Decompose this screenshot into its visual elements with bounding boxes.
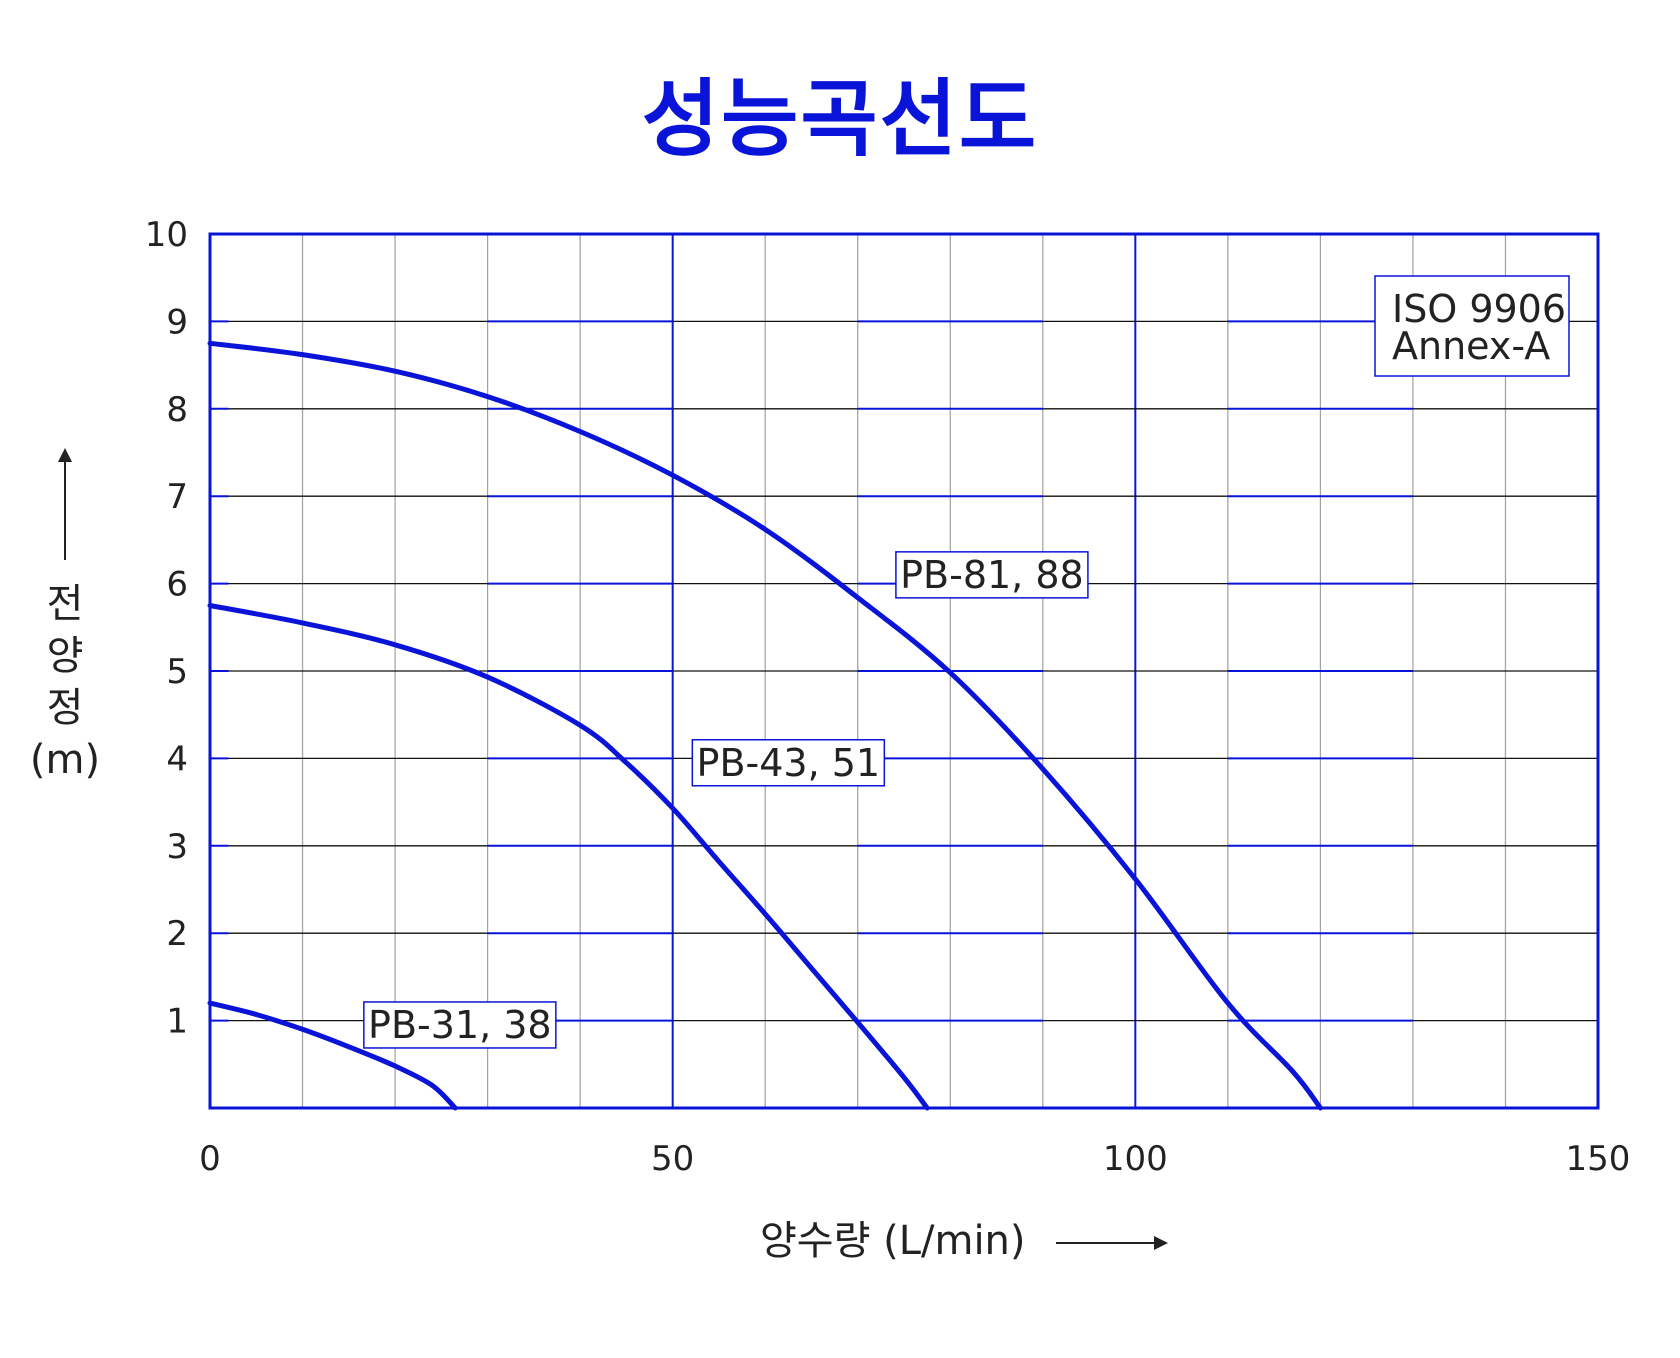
series-label-box [895, 551, 1089, 599]
y-tick-label: 10 [145, 215, 188, 255]
series-label: PB-81, 88 [900, 553, 1084, 597]
standard-annotation-box [1374, 275, 1570, 377]
series-line [207, 340, 1323, 1111]
standard-annotation-text: ISO 9906 [1392, 287, 1566, 331]
y-tick-label: 7 [166, 477, 188, 517]
right-arrow-icon [1056, 1236, 1169, 1250]
y-tick-label: 4 [166, 739, 188, 779]
plot-frame [208, 232, 1600, 1110]
x-axis-label: 양수량 (L/min) [760, 1208, 1169, 1266]
x-tick-label: 150 [1566, 1139, 1631, 1179]
x-tick-label: 0 [199, 1139, 221, 1179]
series-label: PB-43, 51 [697, 741, 881, 785]
series-label: PB-31, 38 [368, 1003, 552, 1047]
series-label-box [363, 1001, 557, 1049]
standard-annotation-text: Annex-A [1392, 324, 1550, 368]
y-tick-label: 8 [166, 390, 188, 430]
x-axis-label-text: 양수량 (L/min) [760, 1218, 1026, 1264]
x-tick-label: 50 [651, 1139, 694, 1179]
y-axis-label-line: 양 [46, 633, 84, 679]
y-tick-label: 2 [166, 914, 188, 954]
series-line [207, 1000, 458, 1111]
y-tick-label: 5 [166, 652, 188, 692]
series-line [207, 603, 930, 1111]
x-tick-label: 100 [1103, 1139, 1168, 1179]
y-tick-label: 3 [166, 827, 188, 867]
y-tick-label: 1 [166, 1002, 188, 1042]
series-label-box [691, 739, 886, 787]
y-axis-label-line: 전 [46, 581, 84, 627]
y-axis-label: 전 양 정 (m) [20, 448, 110, 786]
y-axis-label-line: (m) [29, 737, 101, 783]
chart-title: 성능곡선도 [641, 70, 1039, 168]
y-axis-label-line: 정 [46, 685, 84, 731]
up-arrow-icon [58, 448, 72, 560]
y-tick-label: 6 [166, 565, 188, 605]
y-tick-label: 9 [166, 302, 188, 342]
